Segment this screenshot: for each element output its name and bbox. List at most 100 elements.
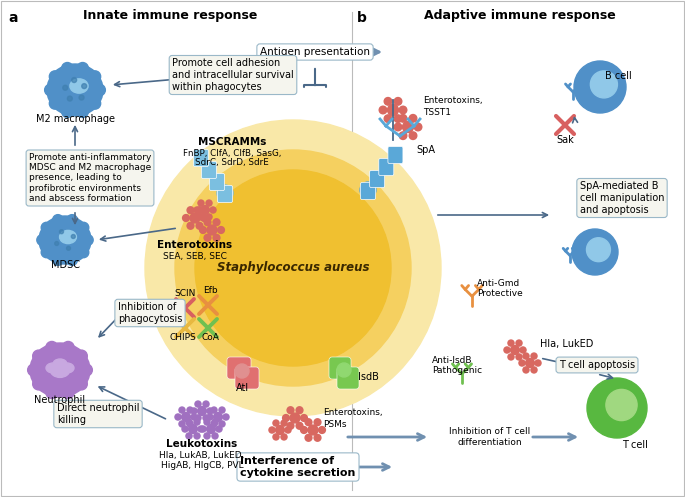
Circle shape (319, 426, 325, 433)
Circle shape (45, 84, 56, 96)
Circle shape (200, 426, 206, 432)
Circle shape (53, 255, 63, 265)
Circle shape (525, 359, 534, 367)
Circle shape (523, 367, 529, 373)
Circle shape (403, 121, 414, 133)
Circle shape (305, 419, 312, 425)
Circle shape (301, 426, 308, 433)
Circle shape (399, 132, 407, 140)
Ellipse shape (60, 231, 77, 244)
Text: b: b (357, 11, 367, 25)
Circle shape (218, 227, 225, 234)
Circle shape (183, 215, 190, 222)
Circle shape (508, 340, 514, 346)
Text: Antigen presentation: Antigen presentation (260, 47, 370, 57)
Text: a: a (8, 11, 18, 25)
Circle shape (399, 106, 407, 114)
Circle shape (214, 413, 223, 421)
Text: Leukotoxins: Leukotoxins (166, 439, 238, 449)
Circle shape (287, 422, 294, 429)
Circle shape (33, 350, 45, 362)
Circle shape (219, 407, 225, 413)
Text: Efb: Efb (203, 286, 217, 295)
Circle shape (211, 407, 217, 413)
Text: SpA: SpA (416, 145, 435, 155)
Text: CoA: CoA (201, 333, 219, 342)
Circle shape (606, 390, 637, 420)
Circle shape (187, 421, 193, 427)
Circle shape (409, 114, 416, 122)
Text: SCIN: SCIN (174, 289, 196, 298)
FancyBboxPatch shape (210, 173, 225, 190)
Circle shape (275, 425, 284, 434)
Circle shape (213, 235, 220, 241)
Circle shape (516, 354, 522, 360)
Circle shape (219, 421, 225, 427)
Circle shape (281, 434, 287, 440)
FancyBboxPatch shape (329, 357, 351, 379)
Circle shape (285, 427, 291, 433)
Circle shape (179, 407, 185, 413)
Circle shape (201, 206, 210, 214)
Circle shape (305, 434, 312, 441)
Circle shape (296, 422, 303, 429)
Text: Enterotoxins,: Enterotoxins, (323, 408, 383, 417)
Circle shape (207, 424, 215, 433)
Circle shape (211, 421, 217, 427)
Circle shape (269, 427, 275, 433)
Circle shape (195, 401, 201, 407)
Circle shape (195, 170, 391, 366)
Circle shape (384, 97, 392, 105)
Circle shape (187, 407, 193, 413)
Circle shape (519, 360, 525, 366)
Circle shape (194, 433, 200, 439)
Circle shape (62, 341, 74, 353)
Circle shape (67, 96, 73, 101)
Circle shape (186, 419, 192, 425)
Circle shape (523, 353, 529, 359)
Circle shape (287, 407, 294, 414)
Circle shape (212, 433, 218, 439)
Text: T cell apoptosis: T cell apoptosis (559, 360, 635, 370)
Circle shape (394, 123, 402, 131)
Text: Inhibition of
phagocytosis: Inhibition of phagocytosis (118, 302, 182, 324)
Circle shape (206, 200, 212, 206)
Circle shape (510, 345, 519, 354)
Ellipse shape (60, 363, 74, 373)
Circle shape (281, 420, 287, 426)
Circle shape (41, 222, 52, 233)
Text: Direct neutrophil
killing: Direct neutrophil killing (57, 403, 139, 425)
Circle shape (191, 408, 197, 414)
Circle shape (198, 214, 204, 220)
Circle shape (388, 104, 399, 115)
Circle shape (203, 415, 209, 421)
Text: SEA, SEB, SEC: SEA, SEB, SEC (163, 252, 227, 261)
FancyBboxPatch shape (227, 357, 251, 379)
Ellipse shape (39, 216, 91, 264)
Circle shape (197, 407, 206, 415)
FancyBboxPatch shape (218, 185, 232, 202)
Circle shape (94, 84, 105, 96)
Circle shape (182, 413, 190, 421)
Text: Hla, LukAB, LukED,: Hla, LukAB, LukED, (160, 451, 245, 460)
Circle shape (196, 207, 203, 214)
Text: Inhibition of T cell
differentiation: Inhibition of T cell differentiation (449, 427, 531, 447)
Text: SpA-mediated B
cell manipulation
and apoptosis: SpA-mediated B cell manipulation and apo… (580, 181, 664, 215)
Text: MSCRAMMs: MSCRAMMs (198, 137, 266, 147)
Circle shape (194, 419, 200, 425)
Circle shape (301, 414, 308, 421)
Circle shape (504, 347, 510, 353)
Text: CHIPS: CHIPS (170, 333, 197, 342)
Text: PSMs: PSMs (323, 420, 347, 429)
Circle shape (190, 213, 200, 223)
Circle shape (198, 426, 204, 432)
Circle shape (203, 401, 209, 407)
Circle shape (206, 214, 212, 220)
Circle shape (188, 424, 197, 433)
Circle shape (195, 415, 201, 421)
FancyBboxPatch shape (337, 367, 359, 389)
Circle shape (72, 78, 77, 83)
Text: Enterotoxins: Enterotoxins (158, 240, 233, 250)
Circle shape (290, 413, 300, 423)
Circle shape (574, 61, 626, 113)
